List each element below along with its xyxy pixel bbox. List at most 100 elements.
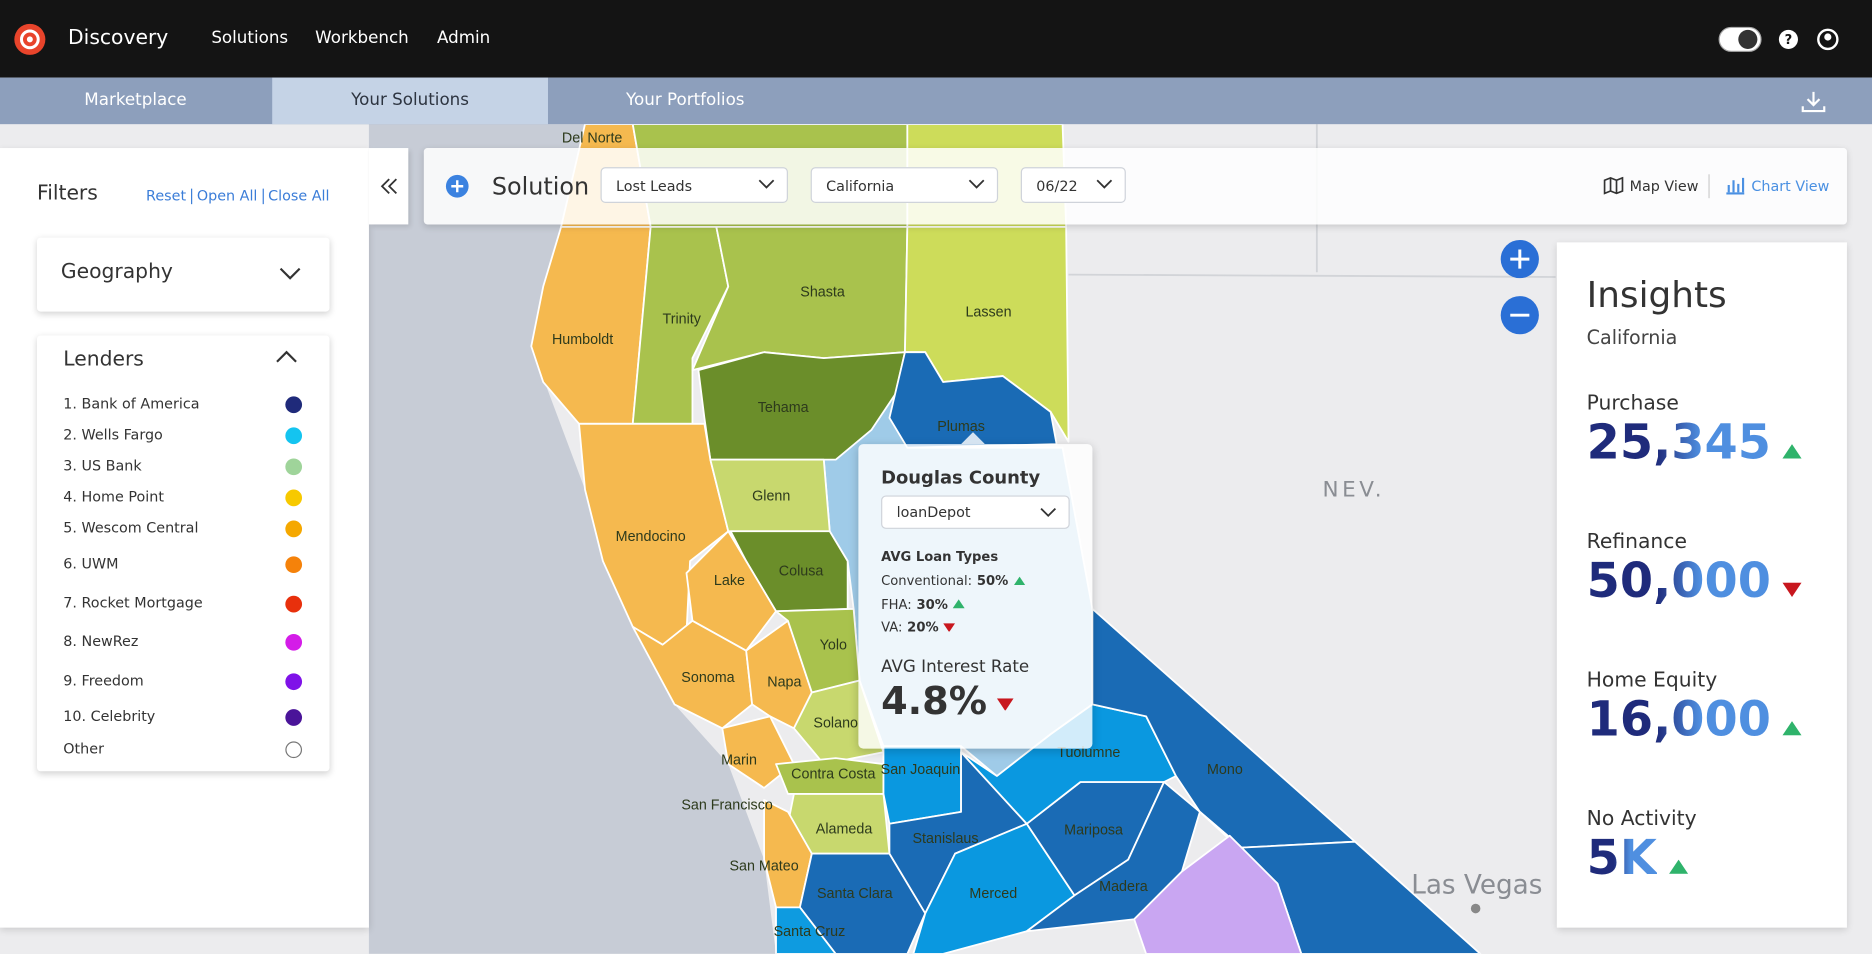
geography-card[interactable]: Geography — [37, 237, 330, 312]
insights-title: Insights — [1586, 274, 1727, 317]
county-label: Trinity — [662, 312, 701, 328]
add-icon[interactable] — [445, 174, 469, 198]
tab-bar: Marketplace Your Solutions Your Portfolios — [0, 77, 1872, 125]
county-label: Colusa — [779, 564, 824, 580]
loan-type-value: 30% — [916, 596, 948, 612]
insights-panel: Insights California Purchase 25,345 Refina… — [1556, 242, 1847, 928]
brand: Discovery — [68, 26, 169, 51]
filter-action[interactable]: Close All — [268, 187, 330, 205]
county-label: Del Norte — [562, 130, 622, 146]
county-label: Lassen — [965, 305, 1011, 321]
lender-color — [285, 427, 303, 445]
lender-name[interactable]: 1. Bank of America — [63, 395, 200, 412]
county-label: San Mateo — [729, 859, 798, 875]
dropdown[interactable]: Lost Leads — [600, 167, 788, 203]
county-label: Santa Clara — [817, 886, 893, 902]
dropdown[interactable]: 06/22 — [1020, 167, 1126, 203]
county-label: Marin — [721, 752, 757, 768]
county-label: Yolo — [820, 638, 847, 654]
tooltip-title: Douglas County — [881, 466, 1041, 489]
lender-name[interactable]: 10. Celebrity — [63, 707, 156, 725]
chevron-up[interactable] — [275, 350, 299, 364]
county-label: Sonoma — [681, 670, 734, 686]
metric-value: 5K — [1586, 830, 1657, 886]
view-toggle[interactable]: Chart View — [1725, 177, 1829, 195]
nav-link[interactable]: Workbench — [315, 28, 409, 48]
view-label: Map View — [1629, 177, 1699, 195]
toolbar-title: Solution — [491, 171, 590, 201]
metric-row: 16,000 — [1587, 692, 1802, 747]
collapse-button[interactable] — [368, 148, 409, 225]
loan-type-value: 20% — [907, 619, 939, 636]
filter-action[interactable]: Open All — [196, 187, 258, 205]
lender-color — [285, 633, 303, 651]
filter-action[interactable]: Reset — [146, 187, 187, 205]
lender-color — [285, 458, 303, 476]
dropdown-value: 06/22 — [1036, 177, 1078, 195]
loan-type: FHA: 30% — [881, 596, 965, 612]
county-label: Mendocino — [616, 529, 686, 545]
lender-name[interactable]: 9. Freedom — [63, 672, 144, 689]
chevron-down — [279, 267, 301, 280]
loan-type: VA: 20% — [881, 619, 956, 636]
state-label: NEV. — [1323, 478, 1386, 503]
county-label: Tehama — [758, 400, 809, 416]
svg-text:?: ? — [1785, 33, 1793, 48]
filters-title: Filters — [37, 181, 98, 206]
geography-title: Geography — [60, 260, 173, 285]
nav-link[interactable]: Admin — [436, 28, 491, 48]
lender-name[interactable]: 6. UWM — [63, 555, 119, 572]
lender-name[interactable]: 7. Rocket Mortgage — [63, 594, 203, 612]
tab[interactable]: Marketplace — [84, 90, 187, 110]
trend-up — [1782, 721, 1802, 736]
view-label: Chart View — [1751, 177, 1830, 195]
lender-name[interactable]: 3. US Bank — [63, 457, 142, 474]
county-label: Mono — [1207, 762, 1243, 778]
nav-icons[interactable]: ? — [1717, 25, 1848, 54]
lender-color — [285, 741, 303, 759]
metric-row: 25,345 — [1587, 415, 1802, 470]
loan-types-title: AVG Loan Types — [881, 549, 999, 565]
tab[interactable]: Your Solutions — [272, 77, 548, 125]
dropdown[interactable]: California — [810, 167, 999, 203]
lender-name[interactable]: 5. Wescom Central — [63, 519, 199, 537]
loan-type-label: FHA: — [881, 596, 912, 612]
county-label: Tuolumne — [1057, 745, 1120, 761]
lender-color — [285, 673, 303, 691]
lenders-card: Lenders 1. Bank of America 2. Wells Fargo… — [37, 335, 330, 772]
view-toggle[interactable]: Map View — [1603, 176, 1699, 195]
dropdown-value: Lost Leads — [616, 177, 693, 195]
lender-select[interactable]: loanDepot — [881, 495, 1070, 529]
metric-label: Home Equity — [1586, 668, 1718, 693]
logo[interactable] — [13, 23, 46, 56]
lender-name[interactable]: 2. Wells Fargo — [63, 426, 163, 443]
filters-panel: Filters Reset Open All Close All Geography… — [0, 148, 369, 928]
dropdown-value: California — [826, 177, 895, 195]
county-label: Glenn — [752, 488, 790, 504]
lender-name[interactable]: Other — [63, 740, 104, 757]
tab[interactable]: Your Portfolios — [626, 90, 745, 110]
county-label: Plumas — [937, 419, 985, 435]
loan-type: Conventional: 50% — [881, 573, 1026, 589]
trend-down — [943, 622, 956, 632]
top-nav: Discovery Solutions Workbench Admin ? — [0, 0, 1872, 78]
county-label: Santa Cruz — [774, 924, 846, 940]
county-label: Madera — [1099, 879, 1148, 895]
lender-color — [285, 556, 303, 574]
trend-down — [996, 698, 1014, 711]
county-tooltip: Douglas County loanDepot AVG Loan Types … — [858, 432, 1093, 749]
nav-link[interactable]: Solutions — [211, 28, 289, 48]
lender-name[interactable]: 8. NewRez — [63, 632, 139, 650]
city-label: Las Vegas — [1411, 870, 1542, 900]
county-label: Stanislaus — [913, 831, 979, 847]
download-icon[interactable] — [1800, 90, 1826, 114]
county-label: Lake — [714, 573, 745, 589]
lender-name[interactable]: 4. Home Point — [63, 488, 164, 506]
metric-value: 16,000 — [1586, 692, 1771, 748]
lender-value: loanDepot — [896, 503, 971, 521]
loan-type-label: Conventional: — [881, 573, 973, 589]
county-label: Napa — [767, 675, 801, 691]
zoom-controls[interactable] — [1500, 239, 1543, 339]
county-label: Merced — [969, 886, 1017, 902]
lenders-title: Lenders — [63, 347, 144, 372]
